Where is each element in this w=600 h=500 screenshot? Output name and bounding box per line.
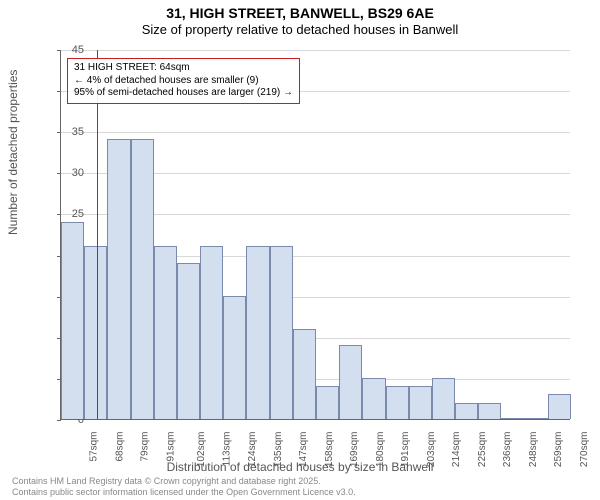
annotation-line: 95% of semi-detached houses are larger (…	[74, 87, 293, 100]
annotation-callout: 31 HIGH STREET: 64sqm← 4% of detached ho…	[67, 58, 300, 104]
x-tick-label: 79sqm	[140, 432, 151, 462]
histogram-bar	[548, 394, 571, 419]
histogram-bar	[525, 418, 548, 419]
histogram-bar	[177, 263, 200, 419]
histogram-bar	[362, 378, 385, 419]
x-tick-label: 57sqm	[89, 432, 100, 462]
histogram-bar	[84, 246, 107, 419]
marker-line	[97, 50, 98, 419]
histogram-bar	[455, 403, 478, 419]
annotation-line: 31 HIGH STREET: 64sqm	[74, 62, 293, 75]
histogram-bar	[432, 378, 455, 419]
x-axis-title: Distribution of detached houses by size …	[0, 460, 600, 474]
histogram-bar	[293, 329, 316, 419]
histogram-bar	[316, 386, 339, 419]
annotation-line: ← 4% of detached houses are smaller (9)	[74, 75, 293, 88]
footer-line2: Contains public sector information licen…	[12, 487, 356, 498]
histogram-bar	[131, 139, 154, 419]
footer-attribution: Contains HM Land Registry data © Crown c…	[12, 476, 356, 498]
chart-plot-area: 31 HIGH STREET: 64sqm← 4% of detached ho…	[60, 50, 570, 420]
histogram-bar	[409, 386, 432, 419]
histogram-bar	[223, 296, 246, 419]
title-line1: 31, HIGH STREET, BANWELL, BS29 6AE	[0, 4, 600, 22]
x-tick-label: 91sqm	[165, 432, 176, 462]
footer-line1: Contains HM Land Registry data © Crown c…	[12, 476, 356, 487]
chart-title-block: 31, HIGH STREET, BANWELL, BS29 6AE Size …	[0, 0, 600, 39]
histogram-bars	[61, 50, 570, 419]
histogram-bar	[154, 246, 177, 419]
histogram-bar	[270, 246, 293, 419]
y-axis-title: Number of detached properties	[6, 70, 20, 235]
histogram-bar	[501, 418, 524, 419]
histogram-bar	[200, 246, 223, 419]
histogram-bar	[61, 222, 84, 419]
title-line2: Size of property relative to detached ho…	[0, 22, 600, 39]
histogram-bar	[107, 139, 130, 419]
histogram-bar	[339, 345, 362, 419]
histogram-bar	[478, 403, 501, 419]
histogram-bar	[386, 386, 409, 419]
x-tick-label: 68sqm	[114, 432, 125, 462]
histogram-bar	[246, 246, 269, 419]
